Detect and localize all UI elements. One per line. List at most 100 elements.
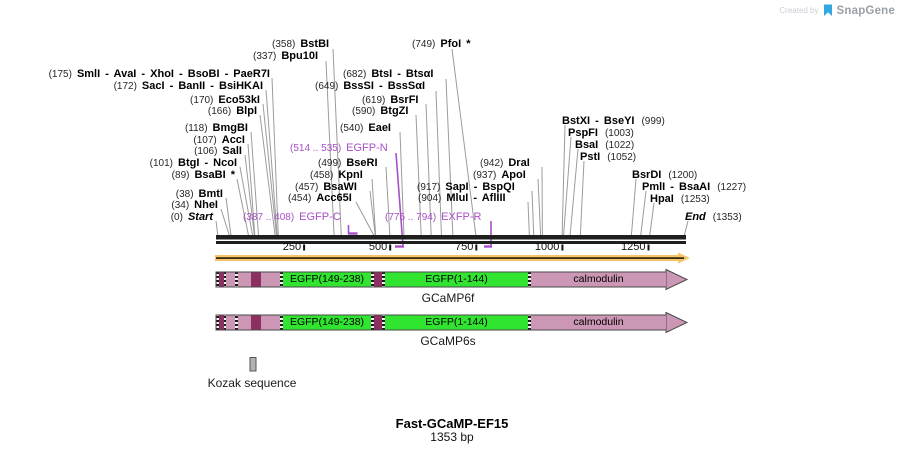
- enzyme-label[interactable]: (942) DraI: [480, 156, 530, 170]
- enzyme-label[interactable]: (34) NheI: [171, 198, 218, 212]
- feature-segment-pink[interactable]: [261, 272, 280, 287]
- site-connector-line: [371, 178, 377, 237]
- feature-segment-pink[interactable]: [261, 315, 280, 330]
- feature-segment-pink[interactable]: [238, 315, 251, 330]
- feature-segment-maroon[interactable]: [374, 272, 382, 287]
- site-connector-line: [332, 48, 342, 237]
- enzyme-label[interactable]: (175) SmlI - AvaI - XhoI - BsoBI - PaeR7I: [49, 67, 270, 81]
- sequence-marker-label[interactable]: End (1353): [685, 210, 742, 224]
- feature-segment-hatch[interactable]: [216, 315, 219, 330]
- feature-segment-pink[interactable]: [226, 272, 235, 287]
- enzyme-label[interactable]: PstI (1052): [580, 150, 636, 164]
- feature-segment-egfp-149-238-[interactable]: [283, 272, 371, 287]
- enzyme-label[interactable]: (540) EaeI: [340, 121, 391, 135]
- feature-segment-hatch[interactable]: [382, 272, 385, 287]
- enzyme-label[interactable]: (454) Acc65I: [288, 191, 352, 205]
- enzyme-label[interactable]: (457) BsaWI: [295, 180, 357, 194]
- feature-segment-hatch[interactable]: [224, 315, 226, 330]
- feature-segment-pink[interactable]: [238, 272, 251, 287]
- site-name: PstI: [580, 151, 601, 163]
- enzyme-label[interactable]: HpaI (1253): [650, 192, 710, 206]
- sequence-marker-label[interactable]: (0) Start: [171, 210, 213, 224]
- site-position: (775 .. 794): [385, 212, 437, 223]
- enzyme-label[interactable]: (106) SalI: [194, 144, 242, 158]
- feature-segment-egfp-1-144-[interactable]: [385, 315, 528, 330]
- feature-segment-egfp-149-238-[interactable]: [283, 315, 371, 330]
- feature-segment-hatch[interactable]: [528, 315, 531, 330]
- enzyme-label[interactable]: (172) SacI - BanII - BsiHKAI: [113, 79, 263, 93]
- enzyme-label[interactable]: (170) Eco53kI: [190, 93, 260, 107]
- enzyme-label[interactable]: (682) BtsI - BtsαI: [343, 67, 433, 81]
- enzyme-label[interactable]: (38) BmtI: [176, 187, 223, 201]
- site-name: BtgI - NcoI: [178, 157, 237, 169]
- enzyme-label[interactable]: (458) KpnI: [310, 168, 363, 182]
- ruler-tick: [389, 244, 392, 251]
- enzyme-label[interactable]: (619) BsrFI: [362, 93, 418, 107]
- feature-segment-hatch[interactable]: [371, 272, 374, 287]
- site-position: (170): [190, 95, 214, 106]
- enzyme-label[interactable]: BstXI - BseYI (999): [562, 114, 665, 128]
- feature-segment-hatch[interactable]: [216, 272, 219, 287]
- enzyme-label[interactable]: BsaI (1022): [575, 138, 634, 152]
- sequence-title: Fast-GCaMP-EF15: [395, 416, 509, 431]
- feature-segment-hatch[interactable]: [235, 272, 238, 287]
- feature-segment-calmodulin[interactable]: [531, 315, 666, 330]
- enzyme-label[interactable]: (590) BtgZI: [352, 104, 408, 118]
- site-name: BssSI - BssSαI: [343, 80, 426, 92]
- enzyme-label[interactable]: (937) ApoI: [473, 168, 526, 182]
- feature-segment-hatch[interactable]: [371, 315, 374, 330]
- primer-label[interactable]: (387 .. 408) EGFP-C: [243, 210, 341, 224]
- enzyme-label[interactable]: (358) BstBI: [272, 37, 329, 51]
- feature-segment-hatch[interactable]: [528, 272, 531, 287]
- primer-label[interactable]: (775 .. 794) EXFP-R: [385, 210, 482, 224]
- site-name: EGFP-C: [299, 211, 341, 223]
- enzyme-label[interactable]: (917) SapI - BspQI: [417, 180, 515, 194]
- site-connector-line: [250, 131, 260, 237]
- kozak-marker[interactable]: [249, 357, 257, 372]
- feature-segment-hatch[interactable]: [280, 315, 283, 330]
- site-name: EaeI: [368, 122, 391, 134]
- site-name: NheI: [194, 199, 218, 211]
- feature-segment-maroon[interactable]: [219, 272, 224, 287]
- site-connector-line: [425, 103, 432, 237]
- feature-segment-maroon[interactable]: [251, 315, 261, 330]
- enzyme-label[interactable]: (337) Bpu10I: [253, 49, 318, 63]
- enzyme-label[interactable]: (107) AccI: [193, 133, 245, 147]
- feature-segment-maroon[interactable]: [251, 272, 261, 287]
- site-name: EXFP-R: [441, 211, 482, 223]
- enzyme-label[interactable]: (499) BseRI: [318, 156, 378, 170]
- enzyme-label[interactable]: BsrDI (1200): [632, 168, 697, 182]
- enzyme-label[interactable]: PmlI - BsaAI (1227): [642, 180, 746, 194]
- site-connector-line: [561, 124, 566, 237]
- feature-segment-hatch[interactable]: [382, 315, 385, 330]
- ruler-tick-label: 500: [368, 241, 388, 253]
- primer-label[interactable]: (514 .. 535) EGFP-N: [290, 141, 388, 155]
- enzyme-label[interactable]: PspFI (1003): [568, 126, 634, 140]
- enzyme-label[interactable]: (89) BsaBI *: [172, 168, 235, 182]
- site-name: Start: [187, 211, 213, 223]
- feature-segment-hatch[interactable]: [224, 272, 226, 287]
- feature-segment-pink[interactable]: [226, 315, 235, 330]
- feature-segment-maroon[interactable]: [374, 315, 382, 330]
- site-name: BsaWI: [323, 181, 357, 193]
- enzyme-label[interactable]: (101) BtgI - NcoI: [149, 156, 237, 170]
- feature-segment-maroon[interactable]: [219, 315, 224, 330]
- site-name: End: [685, 211, 706, 223]
- site-position: (1353): [712, 212, 742, 223]
- enzyme-label[interactable]: (904) MluI - AflIII: [418, 191, 506, 205]
- feature-segment-hatch[interactable]: [235, 315, 238, 330]
- site-position: (172): [113, 81, 137, 92]
- feature-segment-hatch[interactable]: [280, 272, 283, 287]
- feature-segment-calmodulin[interactable]: [531, 272, 666, 287]
- site-connector-line: [369, 190, 376, 237]
- feature-segment-egfp-1-144-[interactable]: [385, 272, 528, 287]
- enzyme-label[interactable]: (749) PfoI *: [412, 37, 470, 51]
- site-position: (458): [310, 170, 334, 181]
- feature-segment-label: EGFP(1-144): [425, 316, 488, 328]
- enzyme-label[interactable]: (649) BssSI - BssSαI: [315, 79, 426, 93]
- enzyme-label[interactable]: (118) BmgBI: [185, 121, 248, 135]
- enzyme-label[interactable]: (166) BlpI: [208, 104, 257, 118]
- site-position: (101): [149, 158, 173, 169]
